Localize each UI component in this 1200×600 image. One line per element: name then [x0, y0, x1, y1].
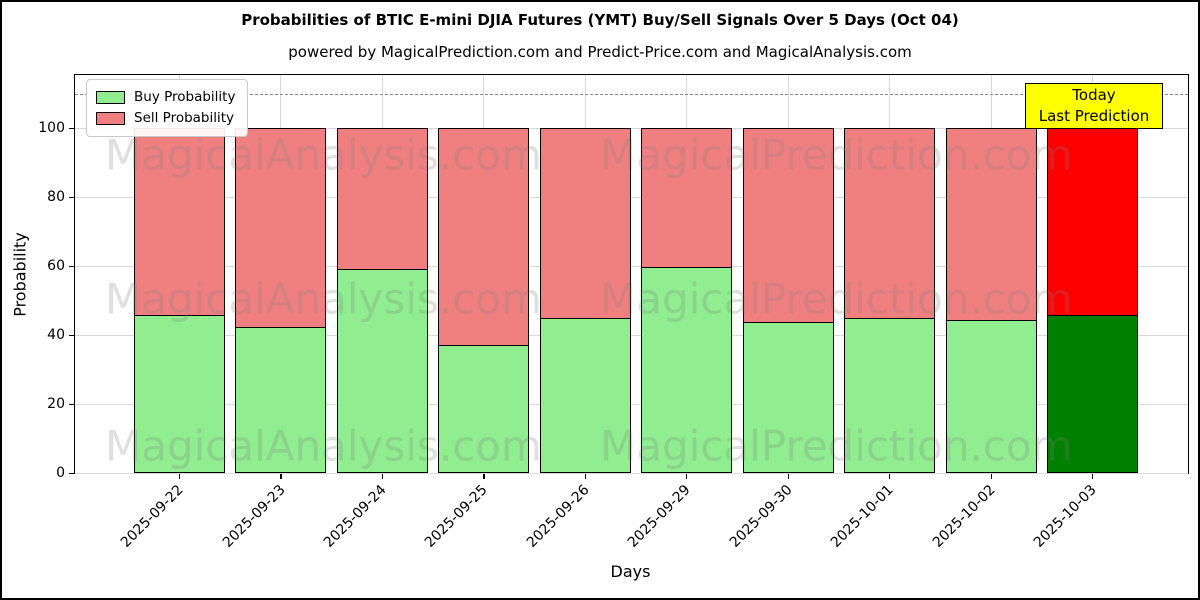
watermark-text: MagicalPrediction.com — [600, 130, 1073, 180]
x-tick-label: 2025-09-22 — [117, 482, 187, 551]
plot-area: MagicalAnalysis.com MagicalPrediction.com… — [38, 74, 1189, 551]
watermark-text: MagicalAnalysis.com — [105, 421, 542, 471]
x-tick — [483, 474, 485, 479]
x-tick-label: 2025-10-01 — [828, 482, 897, 551]
sell-swatch-icon — [96, 112, 125, 125]
x-tick — [1091, 474, 1094, 479]
watermark-text: MagicalPrediction.com — [600, 274, 1073, 324]
sell-bar-segment — [539, 128, 631, 318]
x-tick — [889, 474, 891, 479]
buy-bar-segment — [134, 315, 225, 473]
y-tick — [69, 472, 74, 474]
buy-bar-segment — [844, 317, 936, 473]
legend-sell-label: Sell Probability — [134, 110, 235, 126]
annotation-line2: Last Prediction — [1038, 107, 1150, 125]
buy-bar-segment — [235, 327, 327, 473]
buy-bar-segment — [742, 321, 834, 473]
sell-bar-segment — [336, 128, 428, 270]
sell-bar-segment — [945, 128, 1037, 320]
x-tick-label: 2025-09-23 — [219, 482, 289, 551]
x-tick-label: 2025-09-26 — [523, 482, 593, 551]
x-tick — [584, 474, 587, 479]
h-gridline — [75, 127, 1188, 129]
y-tick-label: 20 — [47, 396, 65, 413]
x-tick-label: 2025-09-30 — [726, 482, 796, 551]
h-gridline — [75, 472, 1188, 474]
legend-buy-label: Buy Probability — [134, 89, 236, 105]
x-tick — [990, 474, 992, 479]
buy-bar-segment — [1046, 315, 1138, 473]
watermark-text: MagicalAnalysis.com — [105, 130, 542, 180]
x-axis-label: Days — [610, 562, 651, 581]
x-tick — [381, 474, 384, 479]
h-gridline — [75, 334, 1188, 336]
legend-item-buy: Buy Probability — [96, 87, 235, 108]
today-annotation: Today Last Prediction — [1025, 83, 1163, 129]
sell-bar-segment — [844, 128, 936, 318]
x-tick — [179, 474, 181, 479]
y-tick — [69, 196, 74, 198]
x-tick-label: 2025-10-02 — [929, 482, 999, 551]
buy-swatch-icon — [96, 91, 125, 104]
sell-bar-segment — [134, 128, 225, 316]
buy-bar-segment — [641, 267, 733, 473]
h-gridline — [75, 403, 1188, 405]
h-gridline — [75, 196, 1188, 198]
h-gridline — [75, 265, 1188, 267]
watermark-text: MagicalAnalysis.com — [105, 274, 542, 324]
sell-bar-segment — [235, 128, 327, 328]
sell-bar-segment — [641, 128, 733, 268]
sell-bar-segment — [1046, 128, 1138, 316]
y-axis-label: Probability — [10, 232, 30, 317]
y-tick — [69, 265, 74, 267]
y-tick-label: 40 — [47, 327, 65, 344]
buy-bar-segment — [438, 344, 530, 473]
x-tick-label: 2025-09-25 — [422, 482, 492, 551]
chart-subtitle: powered by MagicalPrediction.com and Pre… — [288, 43, 912, 61]
sell-bar-segment — [438, 128, 530, 345]
annotation-line1: Today — [1072, 86, 1116, 104]
y-tick-label: 0 — [56, 465, 65, 481]
y-tick — [69, 127, 74, 129]
legend-item-sell: Sell Probability — [96, 108, 235, 129]
y-tick-label: 100 — [38, 120, 65, 137]
y-tick-label: 80 — [47, 189, 65, 206]
x-tick — [280, 474, 282, 479]
watermark-text: MagicalPrediction.com — [600, 421, 1073, 471]
x-tick-label: 2025-10-03 — [1030, 482, 1100, 551]
buy-bar-segment — [336, 269, 428, 473]
chart-title: Probabilities of BTIC E-mini DJIA Future… — [241, 11, 959, 29]
buy-bar-segment — [539, 317, 631, 473]
y-tick — [69, 403, 74, 405]
legend: Buy Probability Sell Probability — [86, 79, 249, 137]
x-tick-label: 2025-09-29 — [625, 482, 695, 551]
sell-bar-segment — [742, 128, 834, 322]
threshold-dashed-line — [75, 93, 1188, 95]
buy-bar-segment — [945, 319, 1037, 473]
x-tick-label: 2025-09-24 — [320, 482, 390, 551]
x-tick — [686, 474, 688, 479]
y-tick — [69, 334, 74, 336]
x-tick — [787, 474, 789, 479]
y-tick-label: 60 — [47, 258, 65, 275]
